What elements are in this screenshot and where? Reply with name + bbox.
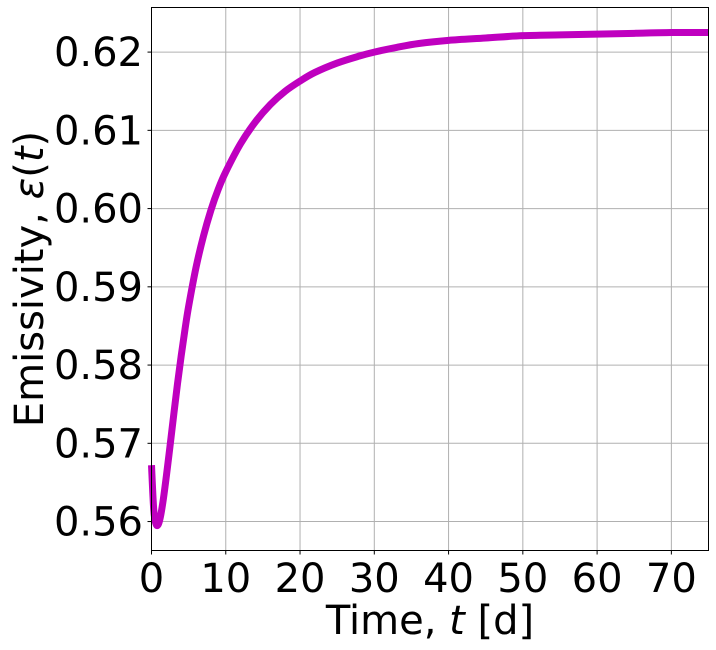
y-tick-label: 0.60 xyxy=(54,187,143,233)
x-tick-label: 30 xyxy=(349,556,400,602)
x-tick-label: 0 xyxy=(139,556,164,602)
grid xyxy=(151,7,709,551)
plot-frame xyxy=(151,7,709,551)
x-tick-label: 70 xyxy=(646,556,697,602)
y-axis-label: Emissivity, ε(t) xyxy=(7,131,53,427)
x-tick-label: 60 xyxy=(572,556,623,602)
x-axis: 0 10 20 30 40 50 60 70 xyxy=(139,550,697,602)
x-tick-label: 20 xyxy=(275,556,326,602)
y-tick-label: 0.62 xyxy=(54,30,143,76)
y-tick-label: 0.61 xyxy=(54,108,143,154)
x-tick-label: 50 xyxy=(497,556,548,602)
x-tick-label: 10 xyxy=(200,556,251,602)
y-tick-label: 0.58 xyxy=(54,343,143,389)
y-tick-label: 0.56 xyxy=(54,500,143,546)
y-tick-label: 0.59 xyxy=(54,265,143,311)
x-tick-label: 40 xyxy=(423,556,474,602)
series-layer xyxy=(148,28,709,530)
y-axis: 0.56 0.57 0.58 0.59 0.60 0.61 0.62 xyxy=(54,30,152,546)
series-line xyxy=(148,28,709,530)
x-axis-label: Time, t [d] xyxy=(325,598,534,644)
y-tick-label: 0.57 xyxy=(54,421,143,467)
